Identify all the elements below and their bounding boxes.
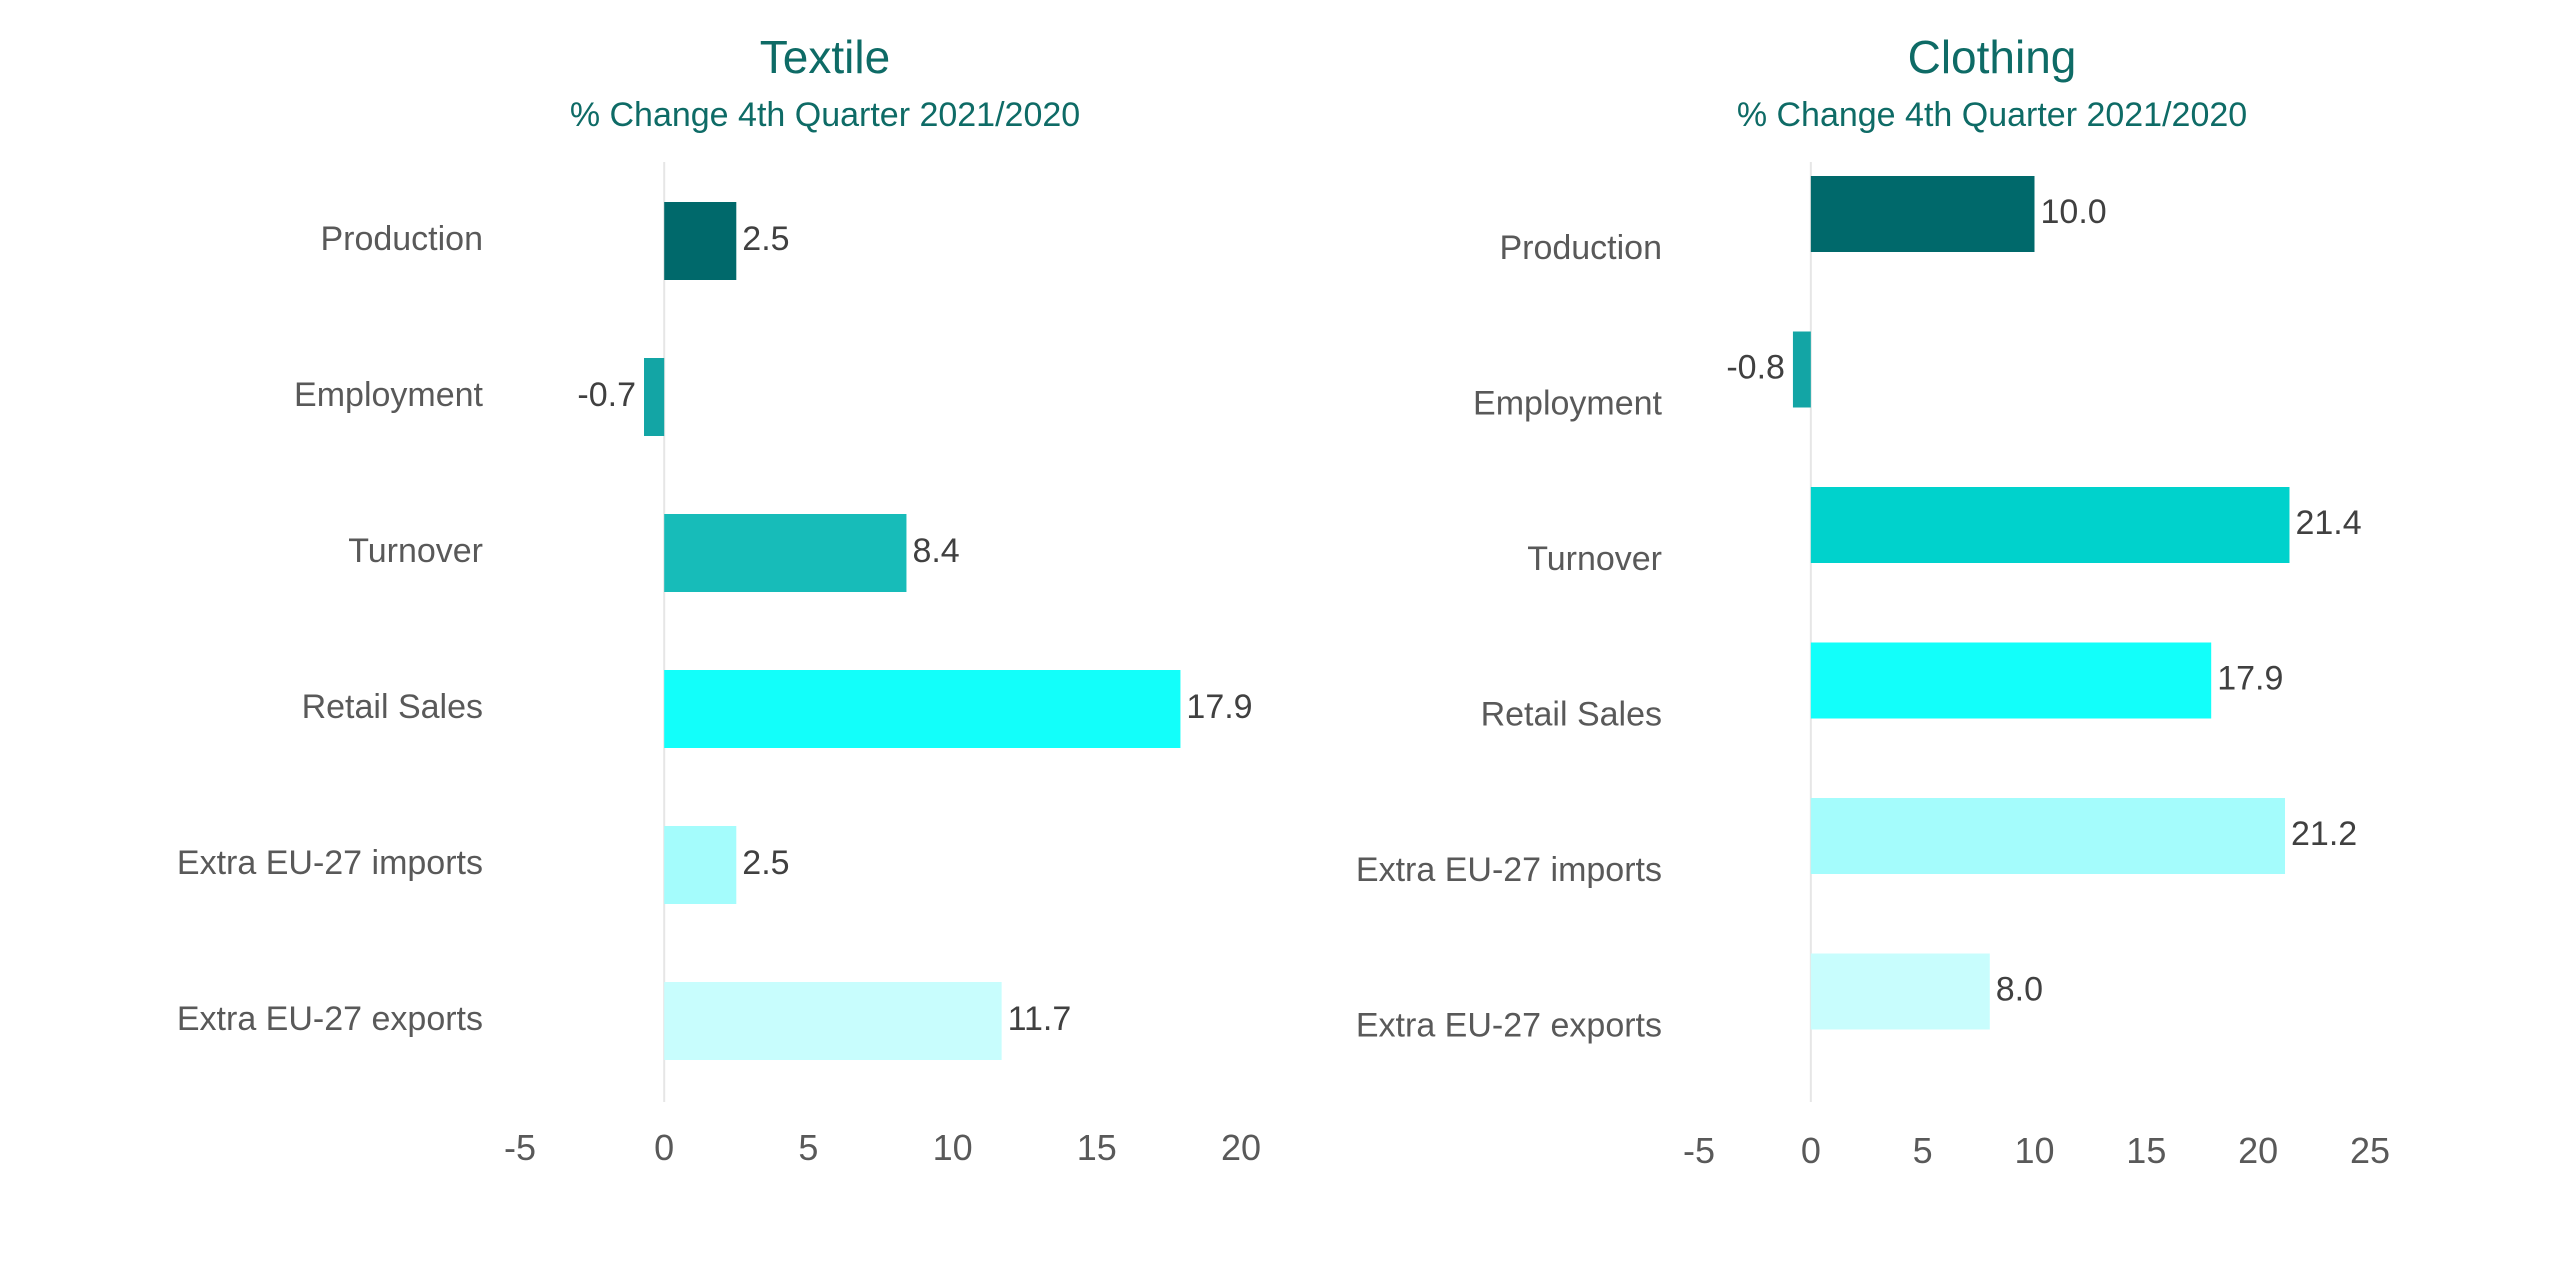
textile-bar: [664, 202, 737, 280]
clothing-x-tick-label: -5: [1683, 1130, 1715, 1171]
clothing-x-tick-label: 20: [2238, 1130, 2278, 1171]
textile-data-label: 8.4: [912, 532, 959, 570]
textile-x-tick-label: -5: [504, 1127, 536, 1168]
clothing-category-label: Turnover: [1527, 540, 1662, 578]
clothing-category-label: Retail Sales: [1481, 695, 1662, 733]
textile-data-label: 11.7: [1008, 1000, 1072, 1038]
clothing-chart-title: Clothing: [1908, 31, 2077, 83]
clothing-data-label: 17.9: [2217, 659, 2283, 697]
clothing-category-label: Employment: [1473, 384, 1663, 422]
clothing-bar: [1810, 642, 2212, 719]
textile-x-tick-label: 0: [654, 1127, 674, 1168]
textile-bar: [644, 358, 665, 436]
textile-x-tick-label: 10: [933, 1127, 973, 1168]
clothing-bar: [1810, 798, 2286, 874]
textile-bar: [664, 982, 1002, 1060]
clothing-x-tick-label: 10: [2014, 1130, 2054, 1171]
textile-chart-subtitle: % Change 4th Quarter 2021/2020: [570, 96, 1080, 134]
clothing-x-tick-label: 25: [2350, 1130, 2390, 1171]
clothing-data-label: -0.8: [1726, 348, 1785, 386]
clothing-bar: [1792, 331, 1811, 408]
textile-x-tick-label: 5: [798, 1127, 818, 1168]
clothing-category-label: Extra EU-27 imports: [1356, 851, 1662, 889]
textile-chart: Textile % Change 4th Quarter 2021/2020 Pro…: [177, 31, 1261, 1168]
clothing-bar: [1810, 953, 1990, 1030]
clothing-x-tick-label: 5: [1913, 1130, 1933, 1171]
clothing-chart-subtitle: % Change 4th Quarter 2021/2020: [1737, 96, 2247, 134]
textile-chart-title: Textile: [760, 31, 890, 83]
textile-category-label: Retail Sales: [302, 688, 483, 726]
textile-data-label: 2.5: [742, 844, 789, 882]
clothing-data-label: 8.0: [1996, 970, 2043, 1008]
clothing-chart: Clothing % Change 4th Quarter 2021/2020 Pr…: [1356, 31, 2390, 1171]
clothing-x-tick-label: 15: [2126, 1130, 2166, 1171]
textile-category-label: Turnover: [348, 532, 483, 570]
textile-x-tick-label: 15: [1077, 1127, 1117, 1168]
textile-x-tick-label: 20: [1221, 1127, 1261, 1168]
clothing-bar: [1810, 487, 2290, 563]
clothing-bar: [1810, 176, 2035, 252]
textile-bar: [664, 670, 1181, 748]
textile-category-label: Employment: [294, 376, 484, 414]
textile-data-label: 2.5: [742, 220, 789, 258]
clothing-x-tick-label: 0: [1801, 1130, 1821, 1171]
clothing-data-label: 21.4: [2295, 504, 2361, 542]
textile-category-label: Production: [320, 220, 483, 258]
clothing-data-label: 21.2: [2291, 815, 2357, 853]
textile-data-label: 17.9: [1186, 688, 1252, 726]
textile-data-label: -0.7: [577, 376, 636, 414]
textile-bar: [664, 514, 907, 592]
textile-bar: [664, 826, 737, 904]
textile-category-label: Extra EU-27 imports: [177, 844, 483, 882]
clothing-category-label: Production: [1499, 229, 1662, 267]
textile-category-label: Extra EU-27 exports: [177, 1000, 483, 1038]
clothing-data-label: 10.0: [2041, 193, 2107, 231]
clothing-category-label: Extra EU-27 exports: [1356, 1006, 1662, 1044]
